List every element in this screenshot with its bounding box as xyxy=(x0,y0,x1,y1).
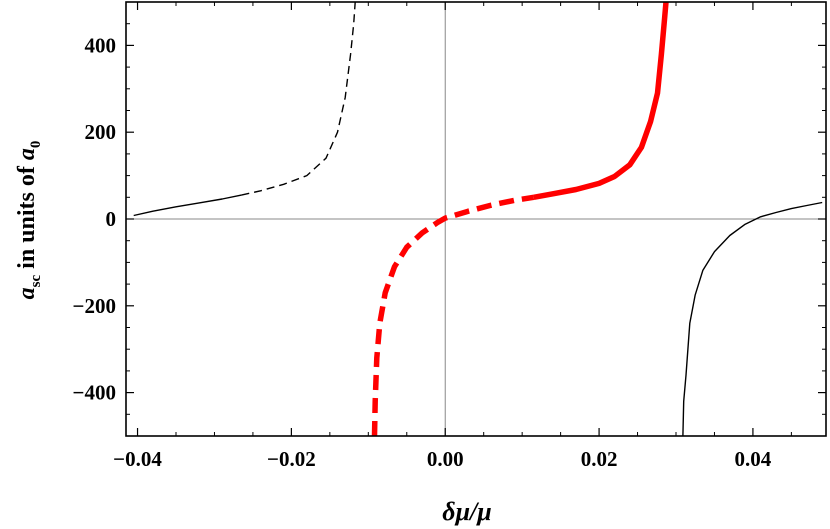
series-line-5-thin-solid xyxy=(682,201,823,437)
y-axis-title-var: a xyxy=(14,287,40,299)
y-tick-label: 200 xyxy=(85,120,117,144)
x-axis-title: δμ/μ xyxy=(442,497,491,526)
axis-ticks xyxy=(126,1,826,437)
y-tick-label: 400 xyxy=(85,33,117,57)
x-tick-label: −0.02 xyxy=(267,447,316,471)
y-axis-title-unit: a xyxy=(14,148,40,160)
series-line-4-thick-solid xyxy=(533,1,669,201)
series-line-3-thick-dashed xyxy=(371,194,535,437)
x-tick-label: −0.04 xyxy=(113,447,162,471)
series-line-1-thin-solid xyxy=(133,194,242,217)
tick-labels: −0.04 −0.02 0.00 0.02 0.04 −400 −200 0 200 400 xyxy=(73,33,772,471)
y-axis-title-middle: in units of xyxy=(14,160,40,275)
x-tick-label: 0.00 xyxy=(427,447,464,471)
y-axis-title: asc in units of a0 xyxy=(14,141,44,300)
zero-lines xyxy=(126,2,826,436)
series-layer xyxy=(133,1,823,437)
y-axis-title-var-subscript: sc xyxy=(28,275,44,288)
y-tick-label: −400 xyxy=(73,381,116,405)
x-tick-label: 0.04 xyxy=(735,447,772,471)
y-tick-label: −200 xyxy=(73,294,116,318)
y-axis-title-unit-subscript: 0 xyxy=(28,141,44,149)
y-tick-label: 0 xyxy=(106,207,117,231)
series-line-2-thin-dashed xyxy=(241,1,356,196)
x-tick-label: 0.02 xyxy=(581,447,618,471)
